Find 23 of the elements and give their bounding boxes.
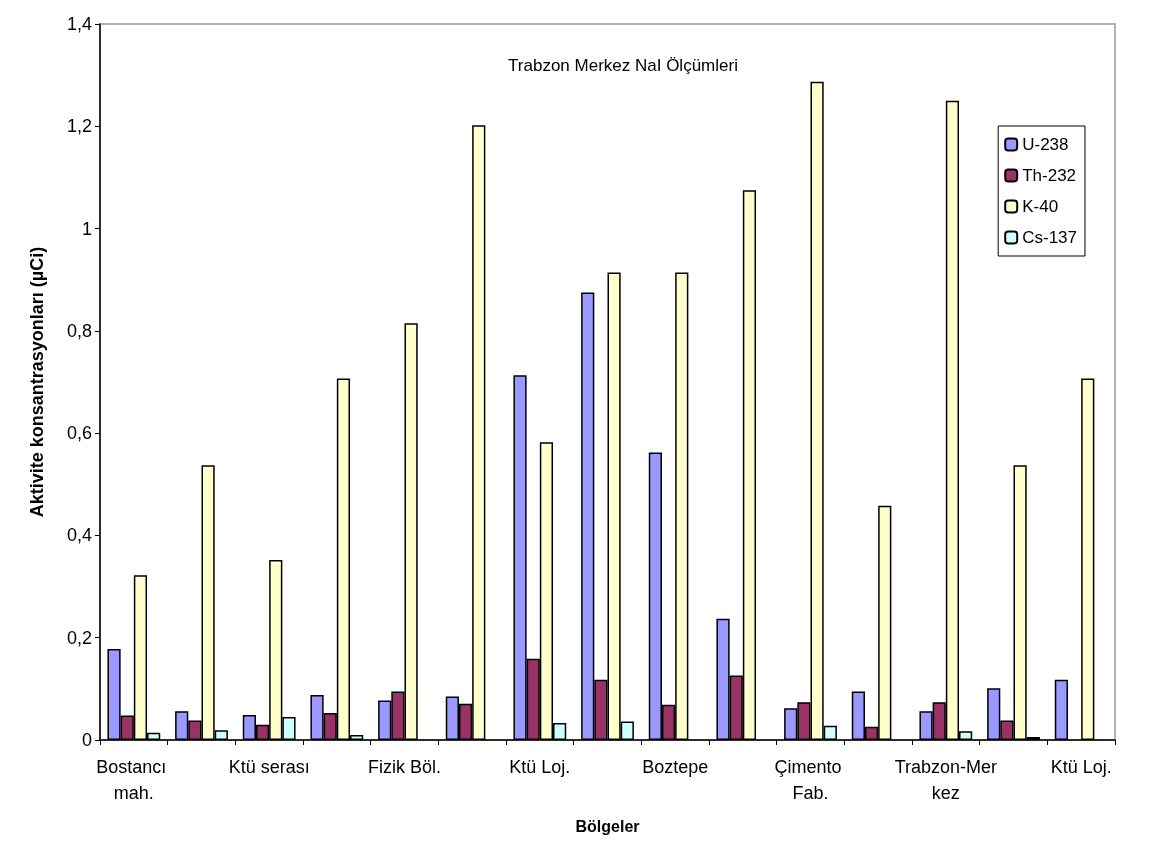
x-tick-label: Ktü serası bbox=[228, 757, 310, 777]
y-tick-label: 1,2 bbox=[66, 116, 92, 137]
x-tick-label: Ktü Loj. bbox=[1050, 757, 1112, 777]
x-tick-label: Çimento Fab. bbox=[774, 757, 847, 803]
legend-label: Th-232 bbox=[1022, 166, 1077, 185]
legend-label: K-40 bbox=[1022, 197, 1059, 216]
y-axis-title: Aktivite konsantrasyonları (µCi) bbox=[27, 246, 47, 518]
x-tick-label: Bostancı mah. bbox=[96, 757, 172, 803]
legend-label: U-238 bbox=[1022, 135, 1069, 154]
y-tick-label: 1,4 bbox=[66, 14, 92, 34]
y-tick-label: 0,6 bbox=[66, 423, 92, 444]
x-tick-label: Trabzon-Merkez bbox=[894, 757, 998, 803]
y-tick-label: 1 bbox=[81, 218, 92, 239]
x-tick-label: Ktü Loj. bbox=[509, 757, 571, 777]
y-tick-label: 0 bbox=[81, 730, 92, 750]
legend-label: Cs-137 bbox=[1022, 228, 1078, 247]
text: Trabzon Merkez NaI Ölçümleri bbox=[508, 56, 738, 75]
y-tick-label: 0,4 bbox=[66, 525, 92, 546]
x-tick-label: Boztepe bbox=[642, 757, 709, 777]
x-axis-title: Bölgeler bbox=[575, 817, 640, 835]
x-tick-label: Fizik Böl. bbox=[367, 757, 442, 777]
y-tick-label: 0,8 bbox=[66, 320, 92, 341]
y-tick-label: 0,2 bbox=[66, 627, 92, 648]
